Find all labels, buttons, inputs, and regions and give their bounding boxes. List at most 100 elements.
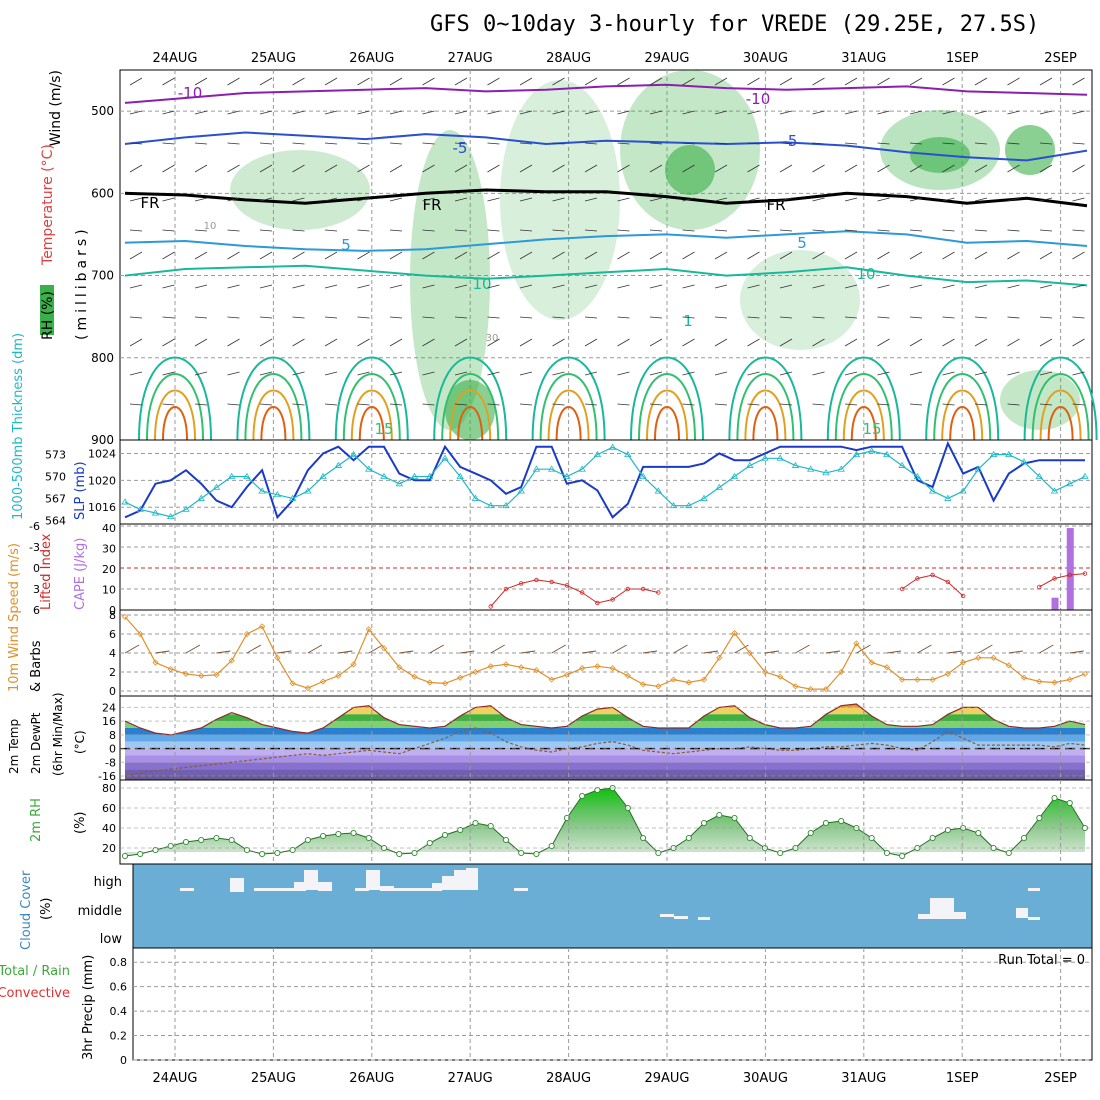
- upper-wind-barb: [942, 338, 955, 347]
- diurnal-isotherm: [842, 389, 885, 441]
- upper-wind-barb: [552, 284, 565, 289]
- upper-wind-barb: [324, 110, 338, 115]
- upper-wind-barb: [129, 371, 143, 376]
- upper-wind-barb: [714, 110, 728, 115]
- cloud-bar: [230, 878, 244, 892]
- upper-wind-barb: [844, 284, 858, 289]
- rh-axis-label: RH (%): [40, 291, 56, 340]
- upper-wind-barb: [649, 77, 663, 86]
- upper-wind-barb: [292, 229, 305, 232]
- temp-band: [125, 762, 1085, 770]
- upper-wind-barb: [617, 251, 630, 260]
- slp-tick-label: 1024: [88, 447, 116, 460]
- upper-wind-barb: [714, 403, 728, 406]
- upper-wind-barb: [877, 284, 890, 289]
- upper-wind-barb: [552, 338, 565, 347]
- temp-band: [125, 769, 1085, 776]
- upper-wind-barb: [779, 251, 793, 260]
- upper-wind-barb: [714, 77, 728, 86]
- upper-air-frame: [119, 69, 1093, 441]
- upper-wind-barb: [617, 403, 630, 406]
- thickness-point: [334, 461, 343, 468]
- upper-wind-barb: [617, 77, 630, 86]
- contour-label: -5: [453, 139, 468, 157]
- wind-speed-point: [838, 668, 845, 676]
- thickness-point: [547, 465, 556, 472]
- cloud-panel: Cloud Cover (%) high middle low: [19, 863, 1093, 950]
- wind-grid: 0 2 4 6 8: [109, 609, 1092, 698]
- wind-tick-label: 8: [109, 609, 116, 622]
- rh-point: [655, 849, 662, 857]
- thickness-point: [898, 461, 906, 468]
- upper-wind-barb: [974, 284, 988, 289]
- wind-speed-point: [868, 659, 875, 666]
- upper-wind-barb: [487, 371, 500, 376]
- upper-wind-barb: [844, 338, 858, 347]
- upper-wind-barb: [389, 142, 403, 145]
- pressure-tick-label: 800: [91, 351, 114, 365]
- diurnal-isotherm: [728, 356, 803, 441]
- upper-wind-barb: [162, 197, 175, 202]
- upper-wind-barb: [324, 316, 338, 319]
- precip-panel: 0 0.2 0.4 0.6 0.8 Run Total = 0 Total / Rain…: [0, 947, 1093, 1067]
- thickness-point: [700, 494, 708, 501]
- upper-wind-barb: [844, 251, 858, 260]
- thickness-tick-label: 573: [45, 449, 66, 462]
- upper-wind-barb: [649, 371, 663, 376]
- rh-blob: [410, 130, 490, 430]
- wind-speed-point: [213, 671, 220, 678]
- thickness-point: [639, 472, 647, 479]
- wind-speed-point: [228, 657, 235, 664]
- rh-point: [1020, 834, 1028, 842]
- upper-wind-barb: [942, 284, 955, 289]
- rh-point: [350, 829, 357, 837]
- upper-wind-barb: [454, 110, 468, 115]
- upper-wind-barb: [584, 164, 598, 173]
- upper-wind-barb: [552, 142, 565, 145]
- thick-line: [124, 446, 1086, 518]
- pressure-tick-label: 700: [91, 269, 114, 283]
- upper-wind-barb: [227, 229, 240, 232]
- upper-wind-barb: [682, 338, 695, 347]
- upper-wind-barb: [649, 110, 663, 115]
- cloud-bar: [674, 916, 688, 919]
- upper-wind-barb: [194, 284, 208, 289]
- rh-point: [243, 846, 250, 854]
- bottom-date-axis: 24AUG 25AUG 26AUG 27AUG 28AUG 29AUG 30AUG 31AUG…: [152, 1071, 1077, 1086]
- upper-wind-barb: [844, 403, 858, 406]
- upper-wind-barb: [454, 164, 468, 173]
- upper-wind-barb: [357, 338, 370, 347]
- cloud-bar: [514, 888, 528, 891]
- upper-wind-barb: [844, 110, 858, 115]
- upper-wind-barb: [162, 110, 175, 115]
- wind-axis-label: Wind (m/s): [48, 70, 64, 146]
- wind-speed-point: [243, 630, 250, 638]
- thickness-point: [502, 501, 510, 509]
- upper-wind-barb: [779, 229, 793, 232]
- wind-tick-label: 4: [109, 647, 116, 660]
- contour-label: FR: [766, 196, 785, 214]
- upper-wind-barb: [812, 77, 825, 86]
- millibars-axis-label: (millibars): [74, 225, 90, 340]
- wind-speed-point: [182, 670, 190, 677]
- bottom-date-label: 31AUG: [841, 1071, 886, 1086]
- upper-wind-barb: [1007, 284, 1020, 289]
- upper-wind-barb: [194, 229, 208, 232]
- temp-tick-label: 24: [102, 701, 116, 714]
- upper-wind-barb: [714, 284, 728, 289]
- bottom-date-label: 30AUG: [743, 1071, 788, 1086]
- wind-speed-point: [426, 679, 433, 686]
- upper-wind-barb: [779, 77, 793, 86]
- upper-wind-barb: [844, 142, 858, 145]
- rh-point: [1036, 814, 1043, 822]
- wind-speed-point: [137, 630, 144, 638]
- rh-point: [259, 850, 266, 858]
- upper-wind-barb: [877, 110, 890, 115]
- temp-band: [125, 776, 1085, 780]
- thickness-point: [852, 450, 861, 458]
- upper-wind-barb: [1072, 142, 1085, 145]
- upper-wind-barb: [649, 316, 663, 319]
- upper-wind-barb: [162, 142, 175, 145]
- upper-wind-barb: [747, 403, 760, 406]
- thickness-point: [197, 494, 205, 501]
